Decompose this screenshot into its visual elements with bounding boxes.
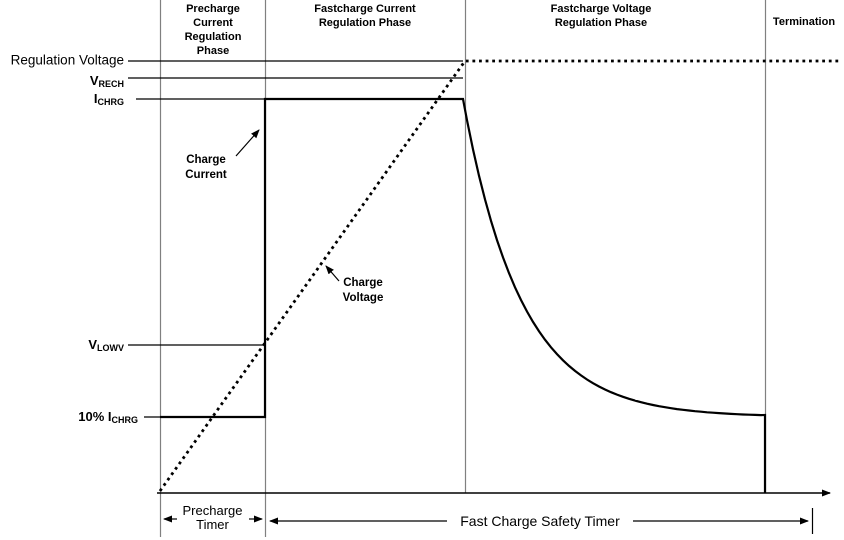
ichrg-label: ICHRG <box>94 91 124 107</box>
pct-ichrg-label: 10% ICHRG <box>78 409 138 425</box>
vlowv-label-sub: LOWV <box>97 343 124 353</box>
vlowv-label-base: V <box>88 337 97 352</box>
vrech-label-base: V <box>89 73 99 88</box>
precharge-timer-label: Precharge Timer <box>182 503 243 532</box>
charge-voltage-curve <box>158 59 842 492</box>
charge-current-curve <box>160 97 767 493</box>
pct-ichrg-label-base: 10% I <box>78 409 112 424</box>
ichrg-label-base: I <box>93 91 98 106</box>
pct-ichrg-label-sub: CHRG <box>111 415 139 425</box>
charge-voltage-arrow <box>325 265 340 282</box>
charge-voltage-label: Charge Voltage <box>342 277 384 304</box>
fast-charge-safety-timer-label: Fast Charge Safety Timer <box>460 513 620 529</box>
phase-label-termination: Termination <box>772 16 836 28</box>
regulation-voltage-label: Regulation Voltage <box>10 52 124 68</box>
vrech-label: VRECH <box>90 73 124 89</box>
ichrg-label-sub: CHRG <box>97 97 125 107</box>
phase-label-fastcharge-voltage: Fastcharge Voltage Regulation Phase <box>550 3 652 29</box>
charge-current-label: Charge Current <box>185 154 227 181</box>
vrech-label-sub: RECH <box>98 79 124 89</box>
phase-label-fastcharge-current: Fastcharge Current Regulation Phase <box>314 3 416 29</box>
phase-label-precharge: Precharge Current Regulation Phase <box>184 3 242 57</box>
vlowv-label: VLOWV <box>88 337 124 353</box>
charge-current-arrow <box>235 129 260 157</box>
